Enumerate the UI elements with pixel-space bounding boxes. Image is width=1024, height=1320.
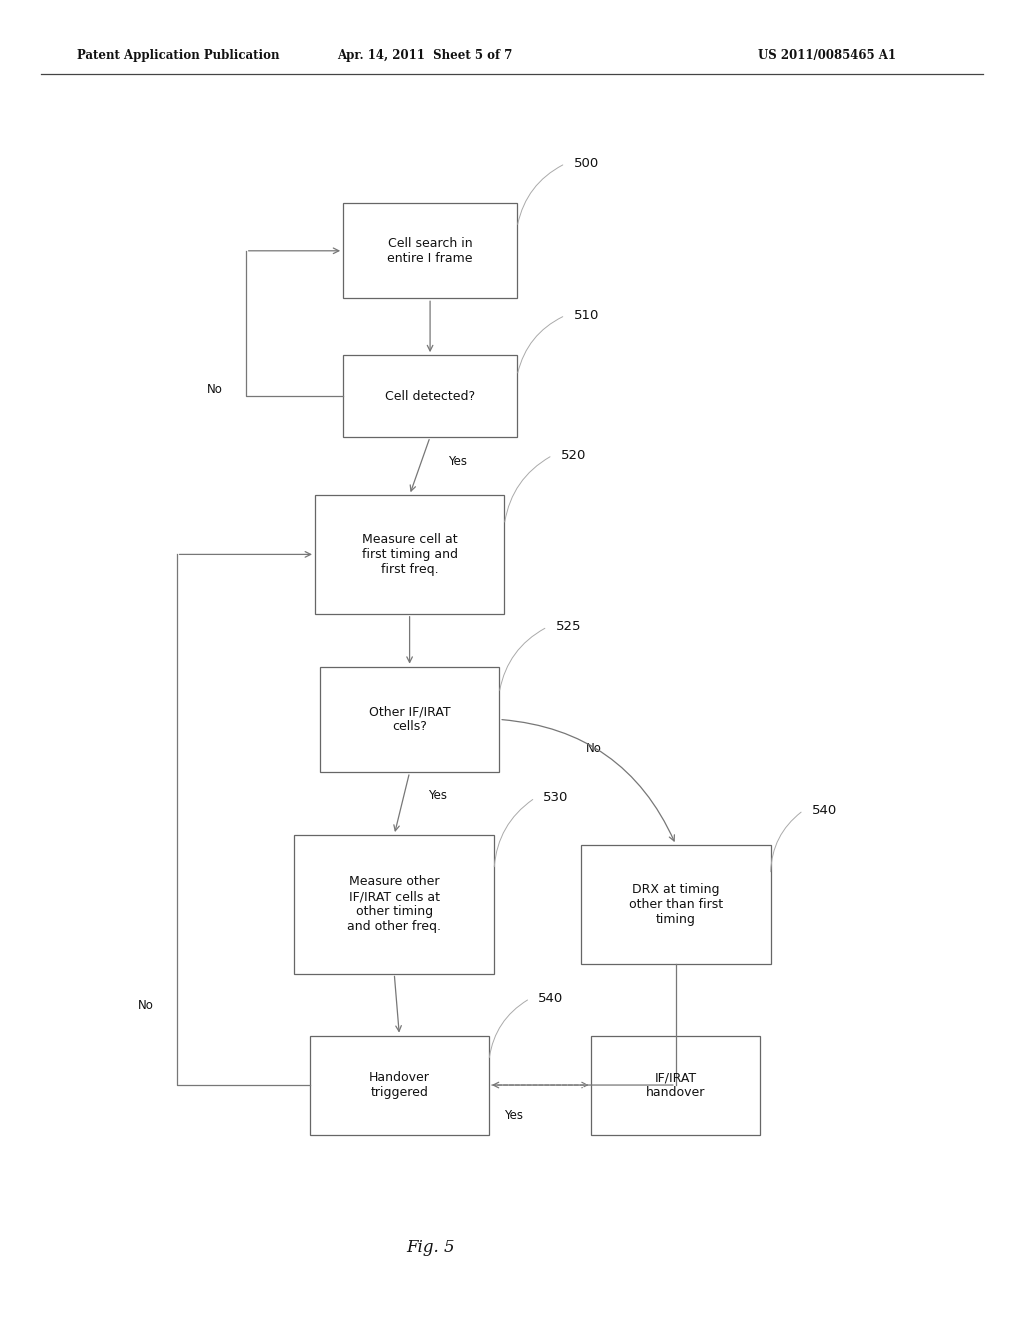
- Text: Handover
triggered: Handover triggered: [369, 1071, 430, 1100]
- Text: Apr. 14, 2011  Sheet 5 of 7: Apr. 14, 2011 Sheet 5 of 7: [337, 49, 513, 62]
- Text: Measure cell at
first timing and
first freq.: Measure cell at first timing and first f…: [361, 533, 458, 576]
- Bar: [582, 845, 770, 964]
- Text: No: No: [586, 742, 602, 755]
- Text: 530: 530: [544, 792, 568, 804]
- Text: Yes: Yes: [505, 1109, 523, 1122]
- Text: 540: 540: [812, 804, 837, 817]
- Bar: [295, 836, 494, 974]
- Text: Fig. 5: Fig. 5: [406, 1239, 455, 1255]
- Text: 500: 500: [573, 157, 599, 170]
- Text: IF/IRAT
handover: IF/IRAT handover: [646, 1071, 706, 1100]
- Bar: [592, 1036, 760, 1135]
- Text: 525: 525: [556, 620, 581, 634]
- Text: Cell detected?: Cell detected?: [385, 389, 475, 403]
- Bar: [343, 203, 517, 298]
- Text: Measure other
IF/IRAT cells at
other timing
and other freq.: Measure other IF/IRAT cells at other tim…: [347, 875, 441, 933]
- Text: DRX at timing
other than first
timing: DRX at timing other than first timing: [629, 883, 723, 925]
- Text: 510: 510: [573, 309, 599, 322]
- Text: Yes: Yes: [428, 789, 447, 803]
- Text: Other IF/IRAT
cells?: Other IF/IRAT cells?: [369, 705, 451, 734]
- Bar: [343, 355, 517, 437]
- Text: Cell search in
entire I frame: Cell search in entire I frame: [387, 236, 473, 265]
- Text: Yes: Yes: [449, 455, 468, 469]
- Text: Patent Application Publication: Patent Application Publication: [77, 49, 280, 62]
- Text: No: No: [207, 383, 223, 396]
- Text: 540: 540: [539, 993, 563, 1005]
- Bar: [315, 495, 504, 614]
- Bar: [309, 1036, 489, 1135]
- Text: No: No: [138, 999, 154, 1012]
- Text: 520: 520: [561, 449, 586, 462]
- Text: US 2011/0085465 A1: US 2011/0085465 A1: [758, 49, 896, 62]
- Bar: [319, 667, 500, 772]
